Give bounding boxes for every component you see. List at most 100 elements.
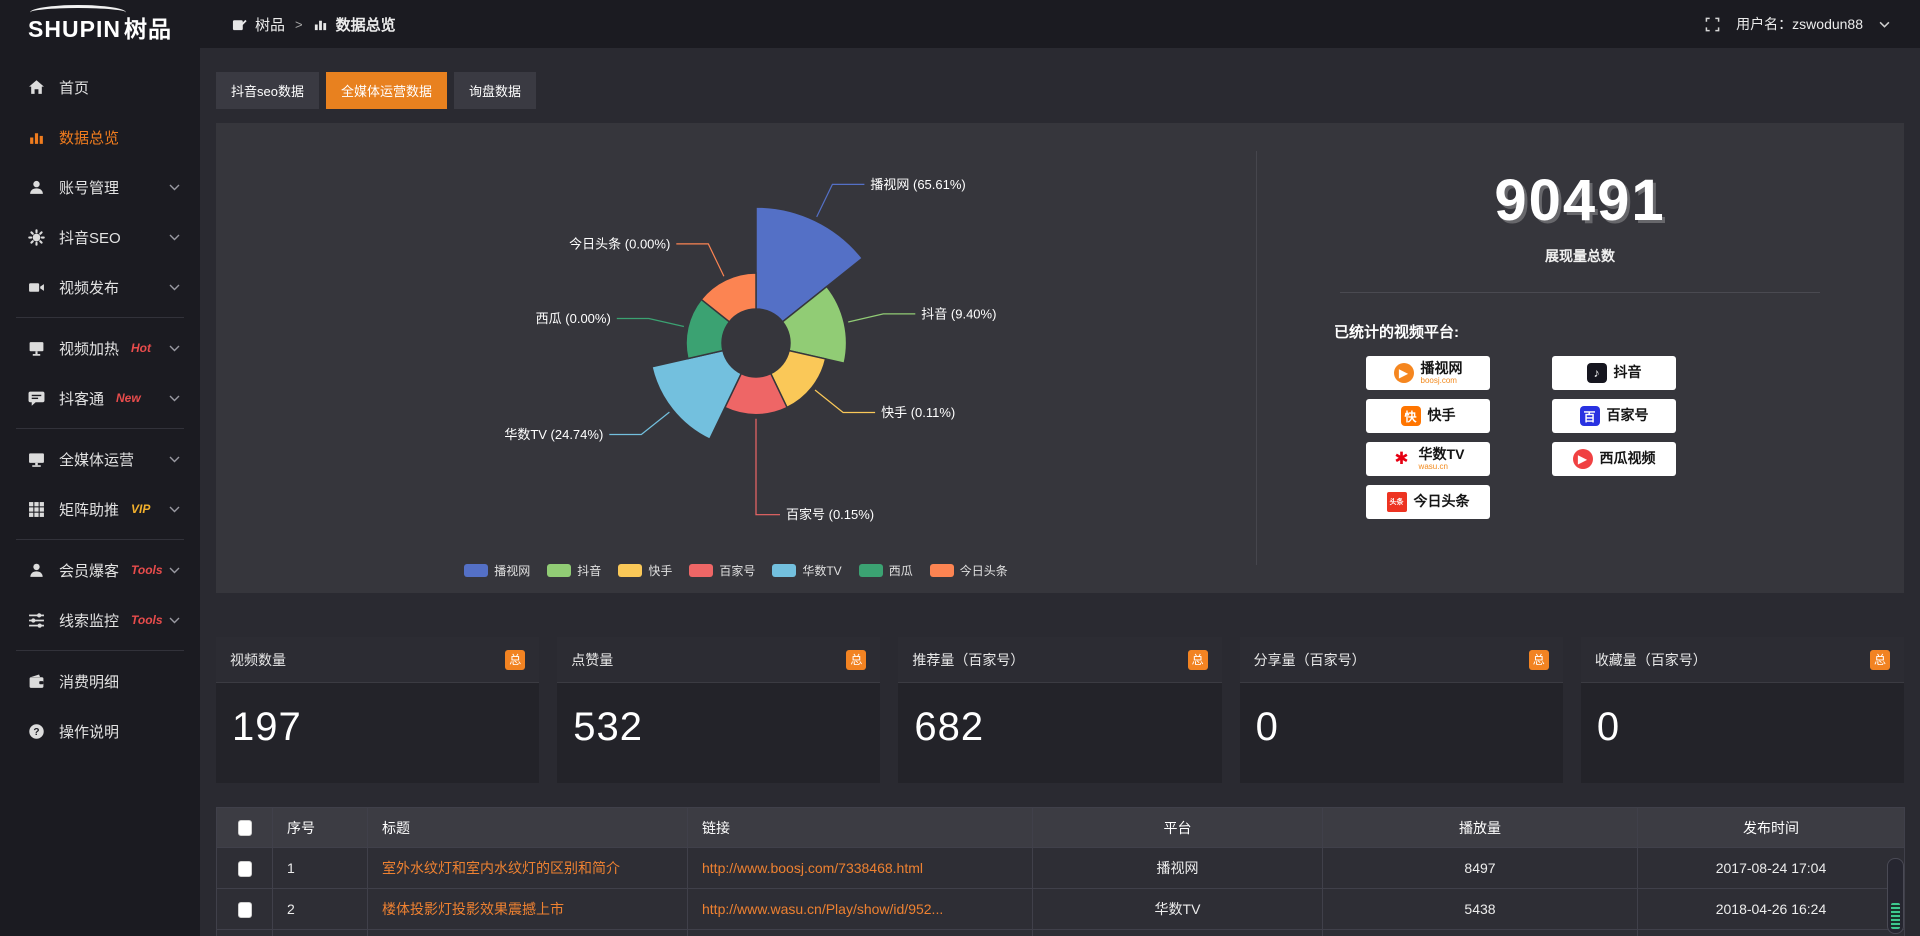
data-tab[interactable]: 抖音seo数据 [216,72,319,109]
chart-legend: 播视网 抖音 快手 百家号 华数TV 西瓜 今日头条 [216,562,1256,579]
scrollbar-thumb[interactable] [1891,903,1900,929]
legend-item[interactable]: 快手 [618,562,672,579]
sidebar-item-label: 数据总览 [59,129,120,147]
legend-label: 播视网 [494,564,531,578]
sidebar-item-wallet[interactable]: 消费明细 [0,656,200,706]
sidebar-item-label: 抖客通 [59,390,105,408]
breadcrumb-item-home[interactable]: 树品 [255,16,286,34]
breadcrumb-separator: > [295,16,303,32]
sidebar-item-home[interactable]: 首页 [0,62,200,112]
data-tabs: 抖音seo数据 全媒体运营数据 询盘数据 [216,72,1904,109]
label-leader-line [755,418,780,516]
pie-label: 华数TV (24.74%) [504,427,603,442]
sidebar-item-label: 消费明细 [59,673,120,691]
baijia-logo-icon: 百 [1579,406,1600,426]
pie-chart: 播视网 (65.61%) 抖音 (9.40%) 快手 (0.11%) 百家号 (0.1… [504,177,996,522]
table-row[interactable]: 1 室外水纹灯和室内水纹灯的区别和简介 http://www.boosj.com… [216,847,1905,889]
data-tab[interactable]: 全媒体运营数据 [325,72,447,109]
pie-label: 播视网 (65.61%) [870,177,965,192]
legend-item[interactable]: 西瓜 [858,562,913,579]
chevron-down-icon [169,395,180,402]
data-tab[interactable]: 询盘数据 [453,72,536,109]
username[interactable]: 用户名：zswodun88 [1736,16,1863,32]
legend-item[interactable]: 今日头条 [929,562,1008,579]
pie-label: 今日头条 (0.00%) [569,236,670,251]
video-title-link[interactable]: 室外水纹灯和室内水纹灯的区别和简介 [382,860,620,876]
top-header: SHUPIN 树品 树品 > 数据总览 用户名：zswodun88 [0,0,1920,48]
page-scrollbar[interactable] [1887,858,1904,934]
sidebar-item-bar-chart[interactable]: 数据总览 [0,112,200,162]
legend-label: 百家号 [719,564,756,578]
legend-swatch [929,564,954,577]
sidebar-item-grid[interactable]: 矩阵助推 VIP [0,484,200,534]
legend-item[interactable]: 百家号 [689,562,755,579]
main-content: 抖音seo数据 全媒体运营数据 询盘数据 播视网 (65.61%) 抖音 (9.4… [200,48,1920,936]
stat-card-title: 推荐量（百家号） [912,651,1025,668]
sidebar-divider [16,428,184,429]
sidebar-item-sliders[interactable]: 线索监控 Tools [0,595,200,645]
xigua-logo-icon: ▶ [1572,449,1593,469]
screen-icon [28,340,45,357]
platform-domain: wasu.cn [1418,461,1448,471]
video-url-link[interactable]: http://www.boosj.com/7338468.html [702,860,924,876]
sidebar-item-user[interactable]: 账号管理 [0,162,200,212]
select-all-checkbox[interactable] [237,820,252,837]
platform-name: 快手 [1427,407,1456,424]
user-icon [28,179,45,196]
pie-slice[interactable] [700,272,757,323]
sidebar-item-question[interactable]: ? 操作说明 [0,706,200,756]
wasu-logo-icon: ✱ [1394,449,1409,468]
video-title-link[interactable]: 楼体投影灯投影效果震撼上市 [382,901,564,917]
label-leader-line [848,313,916,323]
sidebar-item-member[interactable]: 会员爆客 Tools [0,545,200,595]
sidebar-item-comment[interactable]: 抖客通 New [0,373,200,423]
column-header: 平台 [1032,807,1323,848]
summary-section: 90491 展现量总数 已统计的视频平台: ▶ 播视网 boosj.com 快 … [1256,123,1904,593]
video-icon [28,279,45,296]
legend-label: 快手 [648,564,673,578]
fullscreen-icon[interactable] [1705,17,1720,32]
legend-item[interactable]: 华数TV [772,562,842,579]
pie-label: 抖音 (9.40%) [921,306,996,321]
kuaishou-logo-icon: 快 [1400,406,1421,426]
total-badge[interactable]: 总 [1870,649,1891,670]
overview-panel: 播视网 (65.61%) 抖音 (9.40%) 快手 (0.11%) 百家号 (0.1… [216,123,1904,593]
monitor-icon [28,451,45,468]
legend-swatch [858,564,883,577]
pie-slice[interactable] [781,285,848,365]
pie-slice[interactable] [755,206,864,323]
legend-item[interactable]: 播视网 [464,562,530,579]
sidebar-item-screen[interactable]: 视频加热 Hot [0,323,200,373]
total-badge[interactable]: 总 [505,649,526,670]
label-leader-line [616,317,685,328]
platform-badge: ▶ 播视网 boosj.com [1366,356,1490,390]
row-checkbox[interactable] [237,860,252,877]
label-leader-line [816,183,865,218]
pie-label: 百家号 (0.15%) [786,507,874,522]
column-header: 序号 [272,807,368,848]
video-url-link[interactable]: http://www.wasu.cn/Play/show/id/952... [702,901,944,917]
chevron-down-icon[interactable] [1879,21,1890,28]
legend-item[interactable]: 抖音 [547,562,601,579]
app-square-icon [232,17,247,32]
total-badge[interactable]: 总 [1528,649,1549,670]
cell-views: 5438 [1322,888,1638,930]
table-row[interactable]: 2 楼体投影灯投影效果震撼上市 http://www.wasu.cn/Play/… [216,888,1905,930]
stat-card-title: 点赞量 [571,651,614,668]
label-leader-line [609,411,670,436]
total-badge[interactable]: 总 [1187,649,1208,670]
pie-slice[interactable] [651,349,743,441]
legend-label: 华数TV [802,564,842,578]
row-checkbox[interactable] [237,901,252,918]
total-badge[interactable]: 总 [846,649,867,670]
home-icon [28,79,45,96]
bar-chart-icon [28,129,45,146]
sidebar-item-gear[interactable]: 抖音SEO [0,212,200,262]
comment-icon [28,390,45,407]
breadcrumb: 树品 > 数据总览 [232,14,396,35]
sidebar-item-video[interactable]: 视频发布 [0,262,200,312]
douyin-logo-icon: ♪ [1586,363,1607,383]
sidebar-item-monitor[interactable]: 全媒体运营 [0,434,200,484]
sidebar-item-label: 全媒体运营 [59,451,135,469]
